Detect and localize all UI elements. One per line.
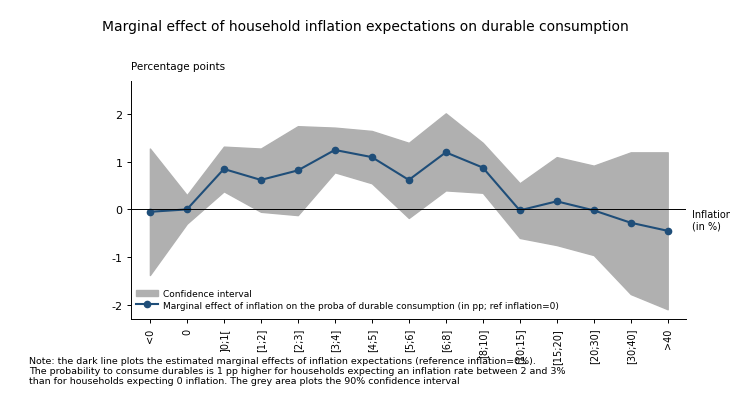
Marginal effect of inflation on the proba of durable consumption (in pp; ref inflation=0) — [367, 155, 376, 160]
Text: Inflation expectation
(in %): Inflation expectation (in %) — [692, 210, 730, 231]
Marginal effect of inflation on the proba of durable consumption (in pp; ref inflation=0) — [404, 178, 413, 183]
Marginal effect of inflation on the proba of durable consumption (in pp; ref inflation=0) — [331, 148, 339, 153]
Marginal effect of inflation on the proba of durable consumption (in pp; ref inflation=0) — [589, 209, 598, 213]
Marginal effect of inflation on the proba of durable consumption (in pp; ref inflation=0) — [626, 221, 635, 226]
Text: Percentage points: Percentage points — [131, 62, 226, 72]
Marginal effect of inflation on the proba of durable consumption (in pp; ref inflation=0) — [553, 199, 561, 204]
Text: Note: the dark line plots the estimated marginal effects of inflation expectatio: Note: the dark line plots the estimated … — [29, 356, 566, 386]
Marginal effect of inflation on the proba of durable consumption (in pp; ref inflation=0) — [293, 169, 302, 173]
Marginal effect of inflation on the proba of durable consumption (in pp; ref inflation=0) — [256, 178, 265, 183]
Marginal effect of inflation on the proba of durable consumption (in pp; ref inflation=0) — [664, 229, 672, 234]
Marginal effect of inflation on the proba of durable consumption (in pp; ref inflation=0) — [145, 210, 154, 215]
Marginal effect of inflation on the proba of durable consumption (in pp; ref inflation=0) — [220, 167, 228, 172]
Legend: Confidence interval, Marginal effect of inflation on the proba of durable consum: Confidence interval, Marginal effect of … — [136, 289, 559, 310]
Marginal effect of inflation on the proba of durable consumption (in pp; ref inflation=0) — [182, 207, 191, 212]
Marginal effect of inflation on the proba of durable consumption (in pp; ref inflation=0) — [515, 209, 524, 213]
Marginal effect of inflation on the proba of durable consumption (in pp; ref inflation=0) — [478, 166, 487, 171]
Text: Marginal effect of household inflation expectations on durable consumption: Marginal effect of household inflation e… — [101, 20, 629, 34]
Marginal effect of inflation on the proba of durable consumption (in pp; ref inflation=0) — [442, 151, 450, 155]
Line: Marginal effect of inflation on the proba of durable consumption (in pp; ref inflation=0): Marginal effect of inflation on the prob… — [147, 148, 671, 234]
